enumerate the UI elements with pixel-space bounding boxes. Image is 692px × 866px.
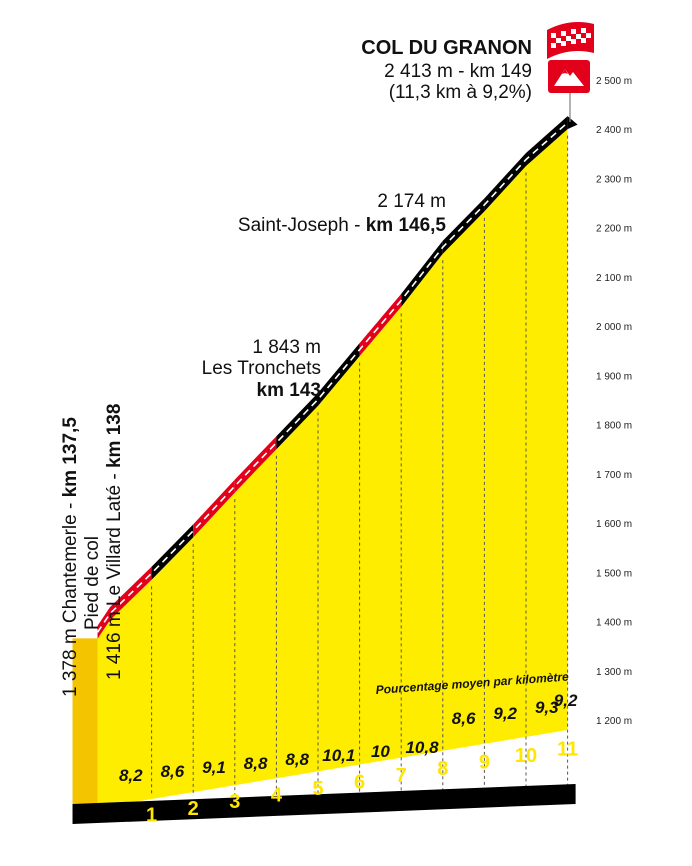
percentage-label: 10 — [371, 742, 390, 761]
percentage-label: 8,6 — [452, 709, 476, 728]
start-label-2: Pied de col — [82, 536, 103, 630]
percentage-label: 8,6 — [161, 762, 185, 781]
base-band-shape — [72, 784, 576, 824]
start-label-3: 1 416 m Le Villard Laté - — [104, 468, 125, 680]
start-label-1-km: km 137,5 — [60, 417, 81, 498]
y-tick-label: 2 500 m — [596, 76, 632, 87]
y-tick-label: 2 000 m — [596, 322, 632, 333]
svg-text:1 416 m Le Villard Laté - km 1: 1 416 m Le Villard Laté - km 138 — [104, 404, 125, 680]
road-centerline — [96, 121, 569, 633]
km-label: 3 — [229, 791, 240, 813]
km-label: 4 — [271, 785, 283, 807]
summit-name: COL DU GRANON — [361, 37, 532, 59]
base-band — [72, 784, 576, 824]
start-label-3-km: km 138 — [104, 404, 125, 468]
road-segment — [97, 607, 110, 639]
road-cap — [567, 116, 578, 130]
percentage-label: 8,8 — [244, 754, 268, 773]
start-label-pied-de-col: Pied de col — [82, 536, 103, 630]
start-label-villard-late: 1 416 m Le Villard Laté - km 138 — [104, 404, 125, 680]
start-label-chantemerle: 1 378 m Chantemerle - km 137,5 — [60, 417, 81, 697]
percentage-label: 9,2 — [554, 691, 578, 710]
km-label: 11 — [557, 738, 578, 760]
y-tick-label: 2 400 m — [596, 125, 632, 136]
percentage-label: 8,2 — [119, 766, 143, 785]
km-label: 8 — [437, 758, 448, 780]
annotation-saint-joseph-km: km 146,5 — [366, 215, 447, 236]
y-axis: 1 200 m 1 300 m 1 400 m 1 500 m 1 600 m 1 700… — [596, 76, 632, 727]
annotation-saint-joseph-alt: 2 174 m — [377, 191, 446, 212]
km-label: 6 — [354, 771, 365, 793]
percentage-label: 10,8 — [405, 738, 439, 757]
svg-text:1 378 m Chantemerle - km 137,5: 1 378 m Chantemerle - km 137,5 — [60, 417, 81, 697]
y-tick-label: 2 200 m — [596, 224, 632, 235]
mountain-summit-icon — [548, 60, 590, 122]
y-tick-label: 1 900 m — [596, 371, 632, 382]
summit-altitude-km: 2 413 m - km 149 — [384, 61, 532, 82]
percentage-label: 9,2 — [493, 704, 517, 723]
start-label-1: 1 378 m Chantemerle - — [60, 497, 81, 697]
road-segments — [96, 116, 578, 639]
road-segment — [484, 153, 526, 212]
profile-fill — [97, 129, 568, 808]
profile-area — [72, 129, 569, 808]
svg-text:Saint-Joseph - km 146,5: Saint-Joseph - km 146,5 — [238, 215, 447, 236]
annotation-tronchets-alt: 1 843 m — [252, 337, 321, 358]
km-label: 2 — [188, 798, 199, 820]
annotation-tronchets-name: Les Tronchets — [202, 358, 321, 379]
km-label: 9 — [479, 752, 490, 774]
y-tick-label: 1 200 m — [596, 716, 632, 727]
percentage-label: 8,8 — [285, 750, 309, 769]
y-tick-label: 1 400 m — [596, 618, 632, 629]
road-segment — [442, 198, 485, 254]
y-tick-label: 1 600 m — [596, 519, 632, 530]
checkered-flag-icon — [547, 22, 594, 59]
y-tick-label: 1 700 m — [596, 470, 632, 481]
km-label: 10 — [515, 745, 537, 767]
annotation-tronchets-km: km 143 — [257, 380, 321, 401]
y-tick-label: 2 300 m — [596, 174, 632, 185]
chart-labels: 8,2 8,6 9,1 8,8 8,8 10,1 10 10,88,6 9,2 9,39,21 2 3… — [119, 691, 578, 826]
y-tick-label: 1 500 m — [596, 568, 632, 579]
y-tick-label: 1 300 m — [596, 667, 632, 678]
km-label: 1 — [146, 804, 157, 826]
percentage-label: 9,1 — [202, 758, 226, 777]
annotation-saint-joseph-name: Saint-Joseph - — [238, 215, 366, 236]
y-tick-label: 2 100 m — [596, 273, 632, 284]
km-label: 7 — [396, 765, 407, 787]
summit-climb-info: (11,3 km à 9,2%) — [389, 82, 532, 103]
y-tick-label: 1 800 m — [596, 421, 632, 432]
percentage-label: 9,3 — [535, 698, 559, 717]
profile-side — [72, 638, 98, 808]
road-segment — [359, 293, 402, 357]
percentage-label: 10,1 — [322, 746, 355, 765]
km-label: 5 — [312, 778, 323, 800]
